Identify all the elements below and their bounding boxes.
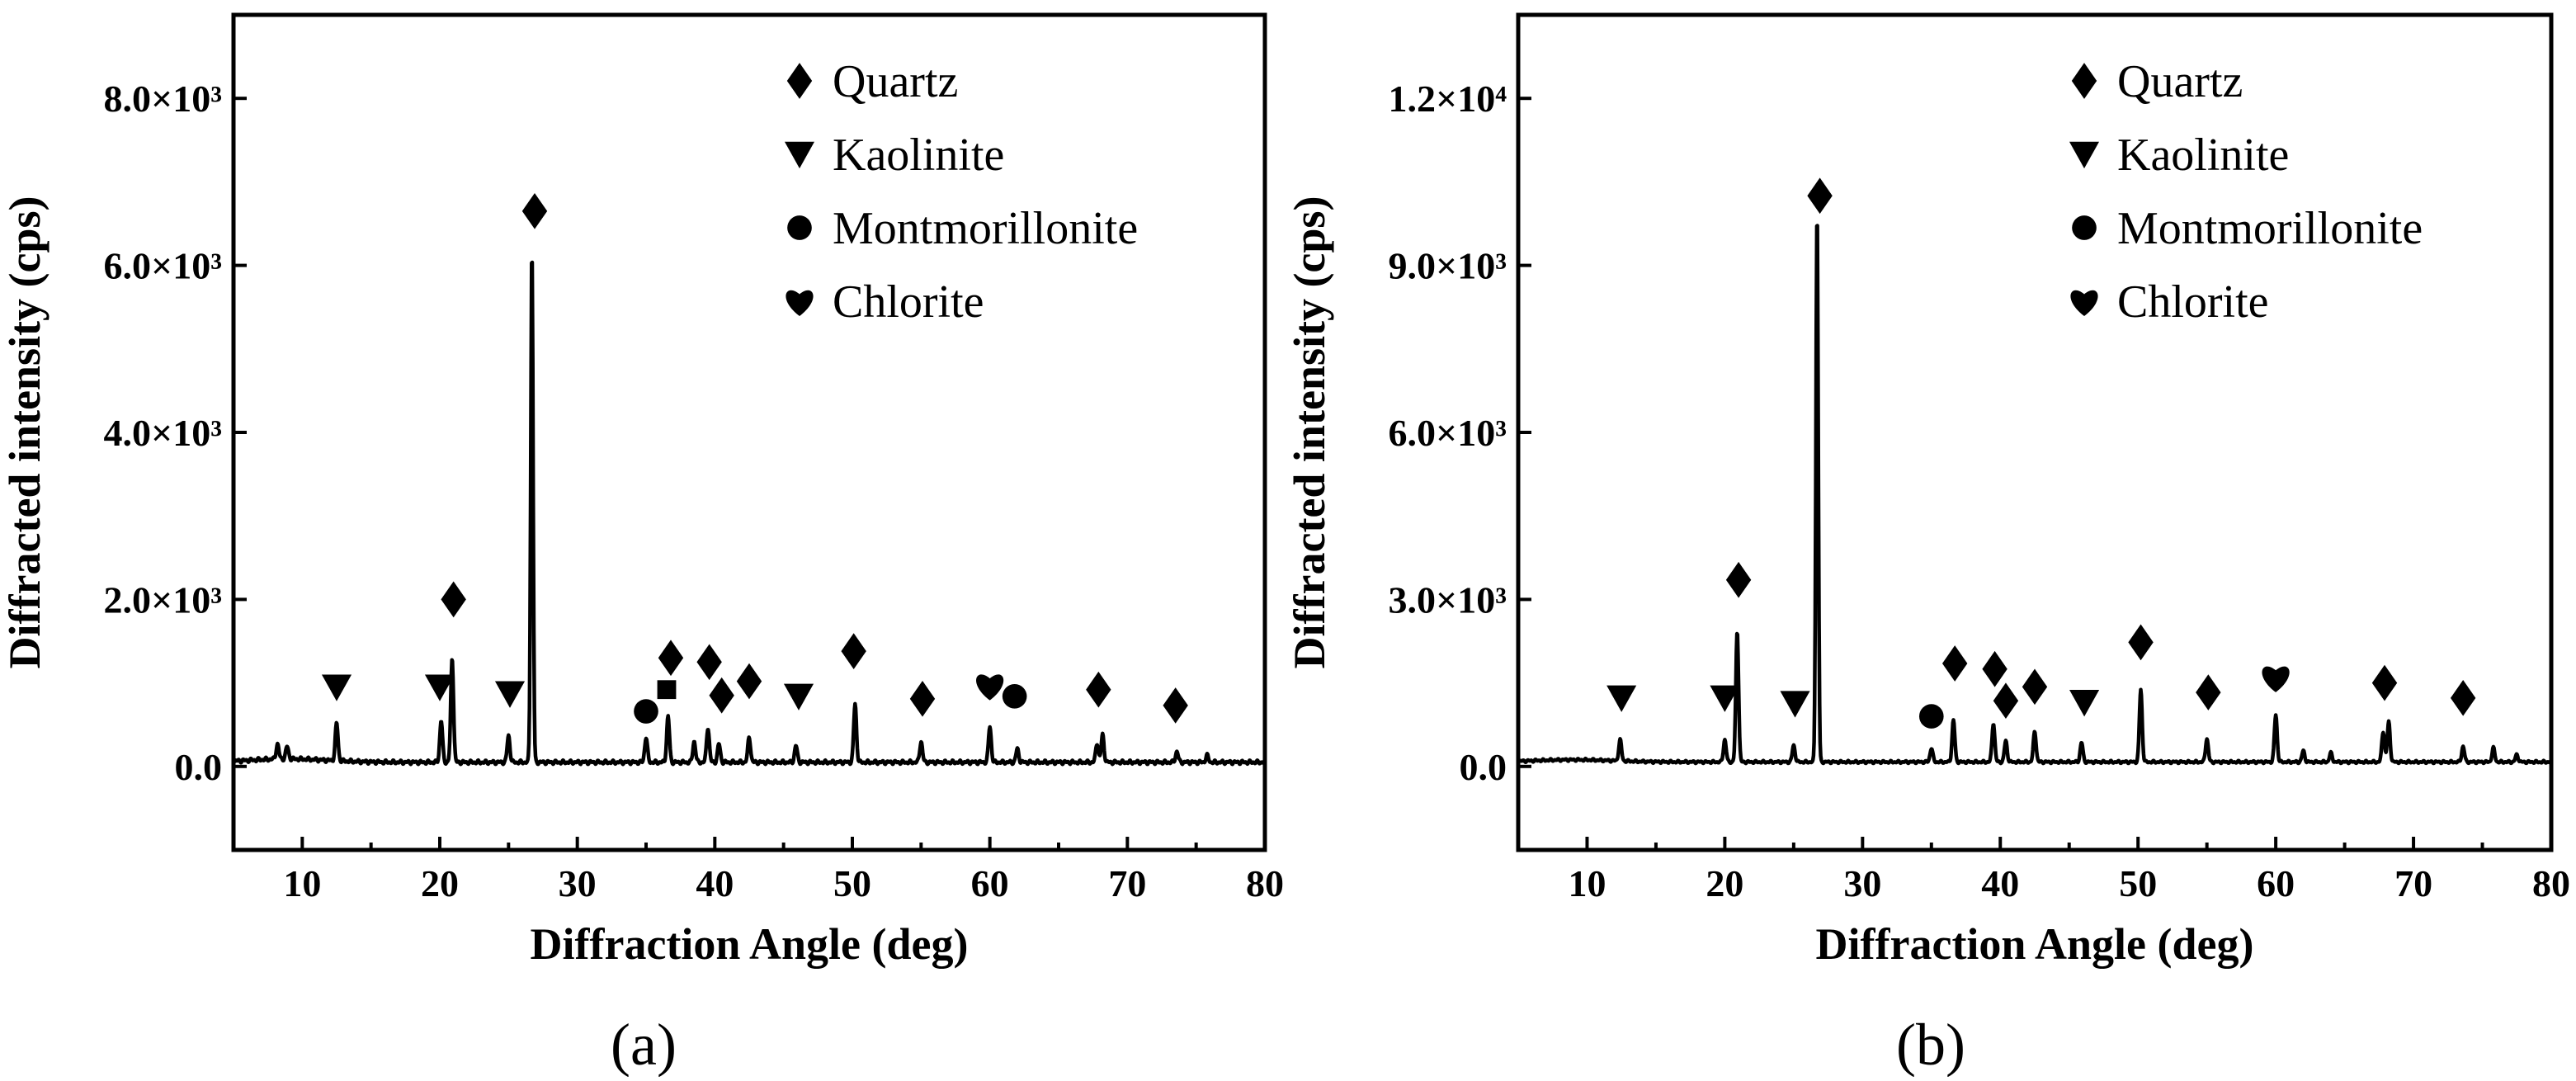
- y-tick-label: 0.0: [175, 746, 223, 788]
- peak-marker-quartz: [2450, 679, 2476, 716]
- legend-label-chlorite: Chlorite: [2117, 276, 2269, 328]
- xrd-trace-b: [1517, 224, 2553, 766]
- legend-symbol-chlorite: [786, 290, 814, 317]
- peak-marker-kaolinite: [1606, 685, 1637, 712]
- y-tick-label: 2.0×10³: [103, 578, 222, 621]
- x-tick-label: 40: [696, 862, 734, 904]
- legend-label-montmorillonite: Montmorillonite: [2117, 203, 2423, 254]
- y-tick-label: 3.0×10³: [1388, 578, 1507, 621]
- peak-marker-kaolinite: [424, 674, 455, 701]
- legend-label-quartz: Quartz: [833, 56, 958, 107]
- y-tick-label: 1.2×10⁴: [1388, 78, 1507, 120]
- legend-label-kaolinite: Kaolinite: [833, 130, 1004, 181]
- peak-marker-quartz: [736, 663, 762, 700]
- peak-marker-quartz: [709, 677, 734, 714]
- x-tick-label: 30: [559, 862, 597, 904]
- peak-marker-kaolinite: [321, 674, 352, 701]
- peak-marker-chlorite: [976, 674, 1004, 701]
- y-axis-title: Diffracted intensity (cps): [1285, 196, 1334, 669]
- x-tick-label: 70: [2394, 862, 2432, 904]
- panel-label-b: (b): [1896, 1012, 1965, 1077]
- peak-marker-montmorillonite: [1002, 683, 1027, 709]
- peak-marker-quartz: [2196, 674, 2221, 710]
- xrd-trace-a: [232, 260, 1267, 767]
- peak-marker-quartz: [1807, 177, 1833, 215]
- peak-marker-montmorillonite: [1918, 704, 1944, 729]
- peak-marker-kaolinite: [494, 681, 526, 708]
- legend-symbol-kaolinite: [2069, 141, 2100, 169]
- y-tick-label: 8.0×10³: [103, 78, 222, 120]
- x-tick-label: 30: [1843, 862, 1881, 904]
- x-tick-label: 50: [2119, 862, 2157, 904]
- peak-marker-kaolinite: [783, 683, 814, 710]
- y-tick-label: 6.0×10³: [1388, 412, 1507, 454]
- x-axis-title: Diffraction Angle (deg): [1816, 919, 2254, 969]
- x-tick-label: 70: [1108, 862, 1146, 904]
- peak-marker-quartz: [1163, 687, 1188, 724]
- panel-a: (a) 10 20 30 40 50 60 70 80 0.0 2.0×10³ 4.0×10³ 6.0…: [0, 12, 1284, 1078]
- x-tick-label: 10: [1568, 862, 1606, 904]
- x-tick-label: 80: [2532, 862, 2570, 904]
- y-tick-label: 9.0×10³: [1388, 245, 1507, 287]
- peak-marker-quartz: [1725, 561, 1752, 598]
- peak-marker-quartz: [1941, 645, 1968, 682]
- peak-marker-chlorite: [2262, 666, 2290, 692]
- peak-marker-quartz: [2371, 664, 2398, 701]
- peak-marker-kaolinite: [2069, 690, 2100, 717]
- peak-marker-kaolinite: [1780, 691, 1810, 718]
- panel-label-a: (a): [611, 1012, 677, 1077]
- legend-symbol-kaolinite: [784, 141, 815, 169]
- x-tick-label: 40: [1981, 862, 2019, 904]
- y-axis-title: Diffracted intensity (cps): [0, 196, 50, 669]
- peak-marker-unlabeled-square: [657, 680, 677, 700]
- peak-marker-quartz: [909, 680, 936, 717]
- peak-marker-quartz: [1993, 682, 2019, 720]
- legend-symbol-quartz: [2071, 63, 2097, 99]
- x-tick-label: 80: [1246, 862, 1284, 904]
- peak-marker-quartz: [1086, 671, 1111, 708]
- legend-label-chlorite: Chlorite: [833, 276, 984, 328]
- y-tick-label: 0.0: [1460, 746, 1507, 788]
- peak-marker-quartz: [658, 640, 684, 677]
- plot-frame-a: [231, 12, 1267, 852]
- x-tick-label: 20: [421, 862, 459, 904]
- legend-symbol-montmorillonite: [787, 215, 812, 240]
- legend-label-kaolinite: Kaolinite: [2117, 130, 2289, 181]
- x-tick-label: 10: [283, 862, 321, 904]
- legend-label-quartz: Quartz: [2117, 56, 2243, 107]
- x-tick-label: 20: [1706, 862, 1743, 904]
- peak-marker-quartz: [441, 581, 466, 618]
- peak-marker-quartz: [2022, 668, 2048, 706]
- y-tick-label: 4.0×10³: [103, 412, 222, 454]
- peak-marker-montmorillonite: [634, 699, 658, 724]
- legend-label-montmorillonite: Montmorillonite: [833, 203, 1138, 254]
- y-tick-label: 6.0×10³: [103, 245, 222, 287]
- peak-marker-quartz: [841, 633, 866, 669]
- legend-symbol-montmorillonite: [2072, 215, 2097, 240]
- peak-marker-quartz: [1982, 650, 2007, 687]
- legend-symbol-quartz: [786, 63, 813, 99]
- x-tick-label: 60: [971, 862, 1009, 904]
- panel-b: (b) 10 20 30 40 50 60 70 80 0.0 3.0×10³ 6.0×10³ 9.0…: [1285, 12, 2570, 1078]
- peak-marker-quartz: [696, 644, 722, 681]
- x-tick-label: 50: [833, 862, 871, 904]
- legend-symbol-chlorite: [2070, 290, 2098, 317]
- peak-marker-quartz: [2128, 624, 2154, 661]
- plot-frame-b: [1516, 12, 2554, 852]
- x-axis-title: Diffraction Angle (deg): [531, 919, 969, 969]
- peak-marker-quartz: [521, 192, 548, 229]
- peak-marker-kaolinite: [1710, 685, 1740, 712]
- x-tick-label: 60: [2257, 862, 2295, 904]
